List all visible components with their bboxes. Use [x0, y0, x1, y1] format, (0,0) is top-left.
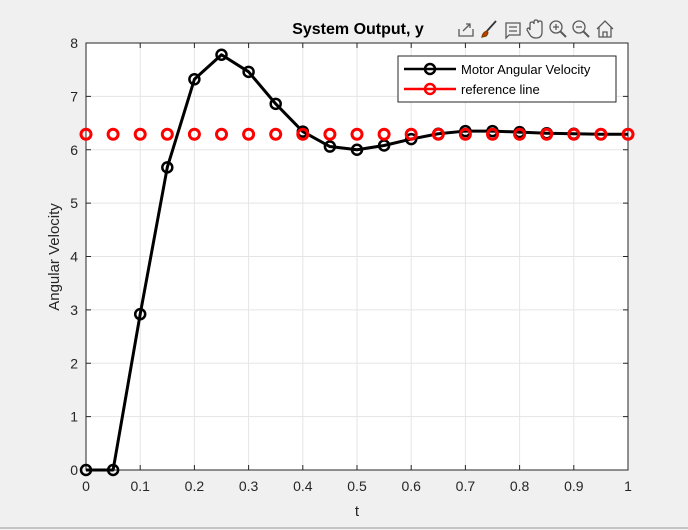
y-tick-label: 0 — [70, 462, 78, 478]
home-icon[interactable] — [594, 19, 616, 39]
y-tick-labels: 0 1 2 3 4 5 6 7 8 — [70, 35, 78, 478]
data-point-motor — [106, 463, 120, 477]
x-tick-label: 0.6 — [401, 478, 421, 494]
x-tick-label: 1 — [624, 478, 632, 494]
data-point-reference — [377, 127, 391, 141]
data-point-motor — [215, 48, 228, 61]
data-point-motor — [404, 132, 418, 146]
data-point-reference — [486, 127, 499, 141]
legend-label-reference: reference line — [461, 82, 540, 97]
y-tick-label: 3 — [70, 302, 78, 318]
y-tick-label: 2 — [70, 355, 78, 371]
data-point-reference — [404, 127, 418, 141]
data-point-reference — [458, 127, 472, 141]
x-tick-label: 0.5 — [347, 478, 367, 494]
zoom-in-icon[interactable] — [548, 19, 568, 39]
data-point-reference — [187, 127, 201, 141]
data-point-motor — [79, 463, 93, 477]
x-tick-labels: 0 0.1 0.2 0.3 0.4 0.5 0.6 0.7 0.8 0.9 1 — [82, 478, 632, 494]
legend-label-motor: Motor Angular Velocity — [461, 62, 591, 77]
series-line-motor — [86, 53, 628, 472]
y-tick-label: 8 — [70, 35, 78, 51]
y-tick-label: 5 — [70, 195, 78, 211]
export-icon[interactable] — [456, 19, 476, 39]
data-point-reference — [215, 127, 228, 141]
axes-toolbar — [456, 19, 616, 40]
brush-icon[interactable] — [479, 19, 499, 39]
data-point-reference — [296, 127, 310, 141]
data-point-reference — [567, 127, 581, 141]
data-point-reference — [323, 127, 337, 141]
y-tick-label: 6 — [70, 142, 78, 158]
legend-marker-reference — [423, 82, 437, 96]
data-point-reference — [242, 127, 256, 141]
data-point-reference — [431, 127, 445, 141]
x-tick-label: 0.7 — [456, 478, 476, 494]
x-tick-label: 0.2 — [185, 478, 205, 494]
data-point-motor — [269, 97, 282, 111]
data-point-motor — [350, 143, 364, 156]
series-reference — [79, 127, 635, 141]
data-point-motor — [188, 73, 201, 86]
x-tick-label: 0.8 — [510, 478, 530, 494]
y-axis-label: Angular Velocity — [46, 203, 63, 311]
x-tick-label: 0.9 — [564, 478, 584, 494]
data-point-reference — [540, 127, 554, 141]
data-point-motor — [323, 140, 337, 153]
data-point-reference — [79, 127, 93, 141]
y-tick-label: 7 — [70, 88, 78, 104]
data-point-reference — [106, 127, 120, 141]
chart-title: System Output, y — [292, 21, 424, 38]
data-point-reference — [269, 127, 283, 141]
data-point-motor — [242, 65, 255, 79]
data-point-reference — [621, 127, 635, 141]
data-point-motor — [133, 307, 147, 321]
plot-area — [79, 48, 635, 477]
legend[interactable]: Motor Angular Velocity reference line — [397, 55, 617, 103]
x-tick-label: 0.3 — [239, 478, 259, 494]
legend-marker-motor — [423, 62, 437, 76]
data-point-reference — [160, 127, 174, 141]
x-tick-label: 0.4 — [293, 478, 313, 494]
data-point-motor — [161, 161, 174, 174]
x-tick-label: 0 — [82, 478, 90, 494]
x-axis-label: t — [355, 503, 360, 520]
y-tick-label: 1 — [70, 409, 78, 425]
data-point-reference — [133, 127, 147, 141]
data-point-reference — [350, 127, 364, 141]
legend-box — [397, 55, 617, 103]
zoom-out-icon[interactable] — [571, 19, 591, 39]
data-point-reference — [594, 127, 608, 141]
pan-icon[interactable] — [525, 19, 545, 39]
y-tick-label: 4 — [70, 249, 78, 265]
data-point-reference — [513, 127, 527, 141]
x-tick-label: 0.1 — [130, 478, 150, 494]
data-tips-icon[interactable] — [502, 19, 522, 40]
